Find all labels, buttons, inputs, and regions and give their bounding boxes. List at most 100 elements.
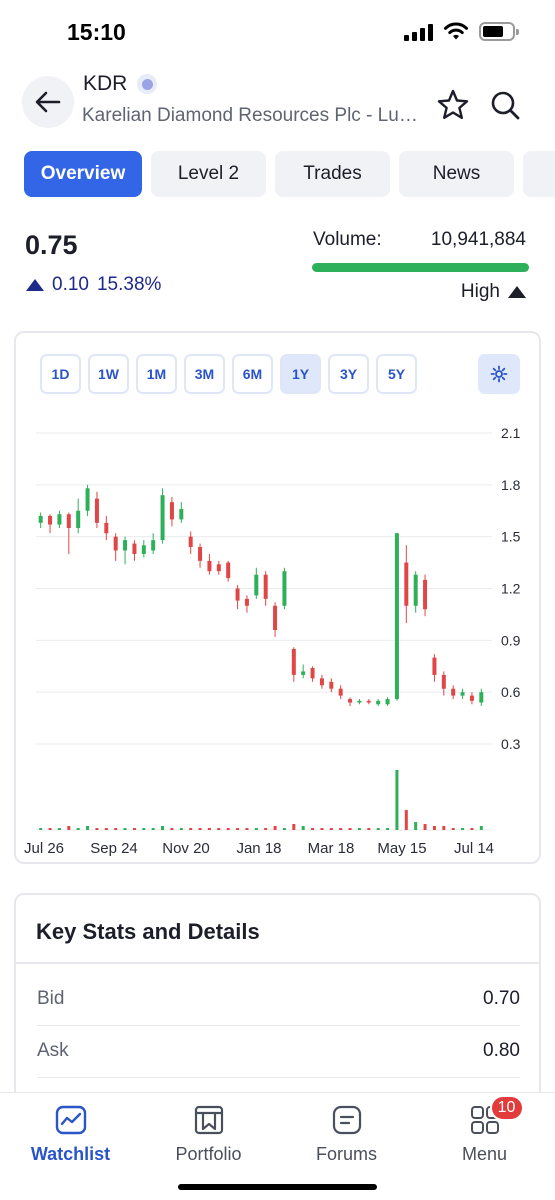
y-tick-label: 0.9 — [501, 632, 521, 648]
candle-body — [132, 543, 137, 554]
range-button-1y[interactable]: 1Y — [280, 354, 321, 394]
volume-bar — [67, 826, 71, 830]
stat-row-bid: Bid 0.70 — [37, 974, 520, 1026]
volume-bar — [207, 828, 211, 830]
price-change-percent: 15.38% — [96, 274, 162, 295]
wifi-icon — [444, 22, 468, 40]
volume-bar — [217, 828, 221, 830]
arrow-left-icon — [35, 91, 61, 113]
tab-overview[interactable]: Overview — [24, 151, 142, 197]
candle-body — [348, 699, 353, 703]
chart-settings-button[interactable] — [478, 354, 520, 394]
volume-bar — [123, 828, 127, 830]
candle-body — [235, 588, 240, 601]
y-tick-label: 1.5 — [501, 529, 521, 545]
range-button-6m[interactable]: 6M — [232, 354, 273, 394]
volume-bar — [357, 828, 361, 830]
range-selector: 1D 1W 1M 3M 6M 1Y 3Y 5Y — [40, 354, 417, 394]
volume-bar — [198, 828, 202, 830]
volume-level-label: High — [460, 281, 500, 302]
status-time: 15:10 — [67, 19, 126, 45]
volume-bar — [367, 828, 371, 830]
stat-value: 0.70 — [483, 988, 520, 1009]
stat-label: Ask — [37, 1040, 69, 1061]
stat-row-ask: Ask 0.80 — [37, 1026, 520, 1078]
volume-bar — [451, 828, 455, 830]
volume-bar — [376, 828, 380, 830]
tab-news[interactable]: News — [399, 151, 514, 197]
tab-more[interactable] — [523, 151, 555, 197]
search-button[interactable] — [486, 86, 524, 124]
candle-body — [179, 509, 184, 520]
volume-bar — [386, 828, 390, 830]
volume-bar — [395, 770, 399, 830]
volume-bar — [282, 828, 286, 830]
nav-watchlist[interactable]: Watchlist — [1, 1093, 140, 1173]
candle-body — [282, 571, 287, 606]
candle-body — [198, 547, 203, 561]
candle-body — [394, 533, 399, 700]
watchlist-star-button[interactable] — [434, 86, 472, 124]
volume-value: 10,941,884 — [430, 229, 526, 250]
volume-level: High — [461, 281, 526, 303]
nav-portfolio[interactable]: Portfolio — [139, 1093, 278, 1173]
range-button-5y[interactable]: 5Y — [376, 354, 417, 394]
y-tick-label: 1.2 — [501, 581, 521, 597]
tab-trades[interactable]: Trades — [275, 151, 390, 197]
candle-body — [57, 514, 62, 525]
candle-body — [413, 574, 418, 606]
volume-bar — [142, 828, 146, 830]
volume-bar — [39, 828, 43, 830]
x-tick-label: Jul 26 — [24, 840, 64, 857]
candle-body — [113, 536, 118, 551]
volume-bar — [329, 828, 333, 830]
candle-body — [273, 605, 278, 630]
volume-bar — [170, 828, 174, 830]
volume-bar — [226, 828, 230, 830]
candle-body — [244, 598, 249, 606]
y-tick-label: 0.3 — [501, 736, 521, 752]
divider — [16, 962, 539, 964]
candle-body — [291, 648, 296, 675]
candle-body — [376, 700, 381, 705]
candle-body — [216, 564, 221, 572]
key-stats-title: Key Stats and Details — [36, 919, 260, 944]
volume-bar — [254, 828, 258, 830]
volume-bar — [57, 828, 61, 830]
range-button-1m[interactable]: 1M — [136, 354, 177, 394]
x-tick-label: May 15 — [377, 840, 426, 857]
candle-body — [469, 695, 474, 701]
candlestick-chart[interactable]: 2.1 1.8 1.5 1.2 0.9 0.6 0.3 Jul 26 Sep 24 Nov 20 J… — [16, 333, 539, 862]
x-tick-label: Jan 18 — [236, 840, 281, 857]
ticker-label: KDR — [83, 72, 128, 95]
candle-body — [338, 688, 343, 696]
nav-forums[interactable]: Forums — [277, 1093, 416, 1173]
range-button-3y[interactable]: 3Y — [328, 354, 369, 394]
price-change: 0.10 15.38% — [26, 274, 161, 296]
back-button[interactable] — [22, 76, 74, 128]
candle-body — [460, 692, 465, 696]
bottom-nav: Watchlist Portfolio Forums 10 — [0, 1092, 555, 1200]
gear-icon — [490, 365, 508, 383]
candle-body — [385, 699, 390, 705]
volume-bar — [301, 826, 305, 830]
volume-bar — [236, 828, 240, 830]
stat-value: 0.80 — [483, 1040, 520, 1061]
nav-label: Menu — [461, 1144, 508, 1164]
nav-menu[interactable]: 10 Menu — [415, 1093, 554, 1173]
volume-bar — [132, 828, 136, 830]
nav-label: Portfolio — [175, 1144, 242, 1164]
cellular-signal-icon — [404, 23, 433, 41]
candle-body — [263, 574, 268, 599]
triangle-up-icon — [26, 279, 44, 291]
tab-level-2[interactable]: Level 2 — [151, 151, 266, 197]
range-button-1d[interactable]: 1D — [40, 354, 81, 394]
range-button-1w[interactable]: 1W — [88, 354, 129, 394]
candle-body — [123, 540, 128, 551]
candle-body — [404, 562, 409, 606]
range-button-3m[interactable]: 3M — [184, 354, 225, 394]
candle-body — [357, 700, 362, 703]
volume-bar — [76, 828, 80, 830]
market-status-dot-icon — [137, 74, 158, 94]
x-tick-label: Sep 24 — [90, 840, 138, 857]
